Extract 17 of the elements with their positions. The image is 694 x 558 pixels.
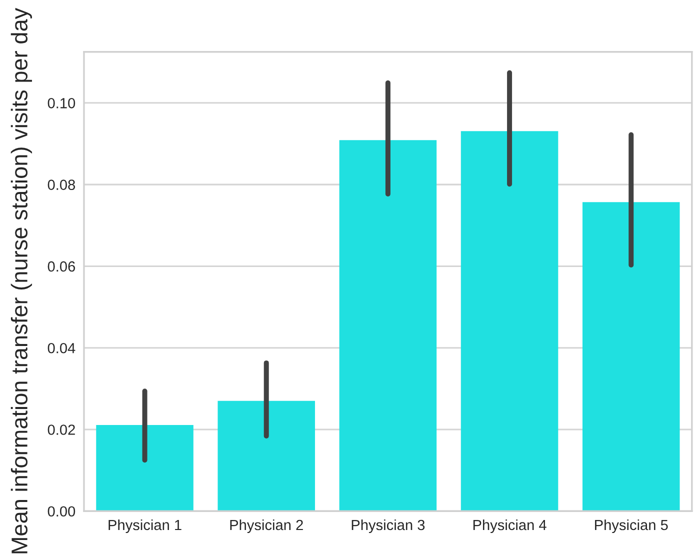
bar: [582, 202, 680, 512]
y-tick-label: 0.06: [48, 261, 75, 272]
y-tick-label: 0.02: [48, 424, 75, 435]
y-tick-label: 0.00: [48, 506, 76, 517]
x-tick-label: Physician 1: [108, 519, 182, 534]
bar: [218, 400, 315, 512]
y-tick-label: 0.10: [48, 98, 76, 108]
x-tick-label: Physician 4: [473, 519, 546, 534]
bar: [96, 424, 194, 512]
x-tick-label: Physician 5: [595, 519, 668, 534]
x-tick-label: Physician 3: [352, 519, 425, 534]
x-tick-label: Physician 2: [230, 519, 303, 534]
bar: [339, 140, 437, 512]
y-tick-label: 0.08: [48, 180, 76, 190]
y-axis-title: Mean information transfer (nurse station) visits per day: [10, 8, 32, 554]
y-tick-label: 0.04: [48, 342, 76, 354]
bar: [460, 131, 558, 512]
